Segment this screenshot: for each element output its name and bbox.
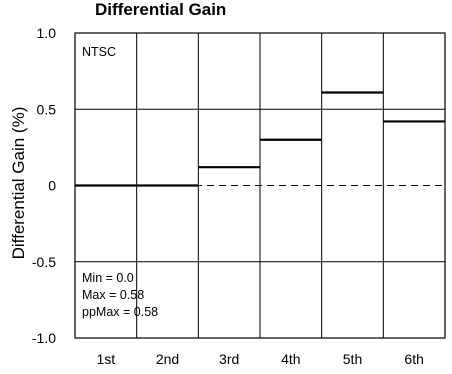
x-tick-label: 5th: [343, 351, 362, 367]
x-tick-label: 3rd: [219, 351, 239, 367]
y-axis-label: Differential Gain (%): [9, 107, 28, 260]
standard-label: NTSC: [82, 45, 116, 59]
x-tick-label: 6th: [404, 351, 423, 367]
y-tick-label: -0.5: [32, 254, 56, 270]
stat-min: Min = 0.0: [82, 271, 134, 285]
x-tick-label: 1st: [96, 351, 115, 367]
y-tick-label: 1.0: [37, 25, 57, 41]
x-tick-label: 2nd: [156, 351, 179, 367]
x-tick-labels: 1st 2nd 3rd 4th 5th 6th: [96, 351, 423, 367]
y-tick-label: 0.5: [37, 101, 57, 117]
plot-area: [74, 32, 446, 339]
x-tick-label: 4th: [281, 351, 300, 367]
stat-ppmax: ppMax = 0.58: [82, 305, 158, 319]
y-tick-label: -1.0: [32, 330, 56, 346]
y-tick-labels: 1.0 0.5 0 -0.5 -1.0: [32, 25, 56, 346]
chart-title: Differential Gain: [95, 0, 226, 19]
y-tick-label: 0: [48, 178, 56, 194]
stat-max: Max = 0.58: [82, 288, 144, 302]
